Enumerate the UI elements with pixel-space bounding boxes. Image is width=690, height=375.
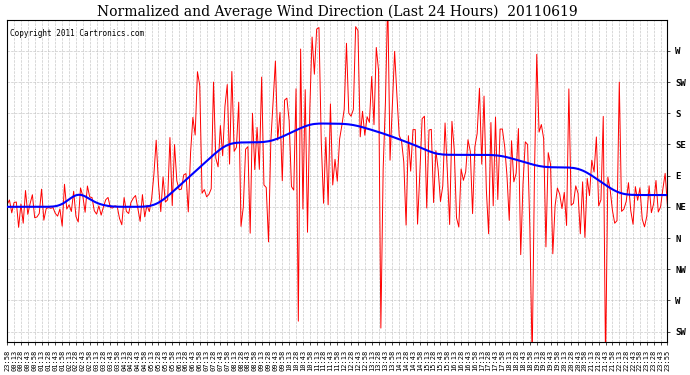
Text: Copyright 2011 Cartronics.com: Copyright 2011 Cartronics.com xyxy=(10,29,145,38)
Title: Normalized and Average Wind Direction (Last 24 Hours)  20110619: Normalized and Average Wind Direction (L… xyxy=(97,4,578,18)
